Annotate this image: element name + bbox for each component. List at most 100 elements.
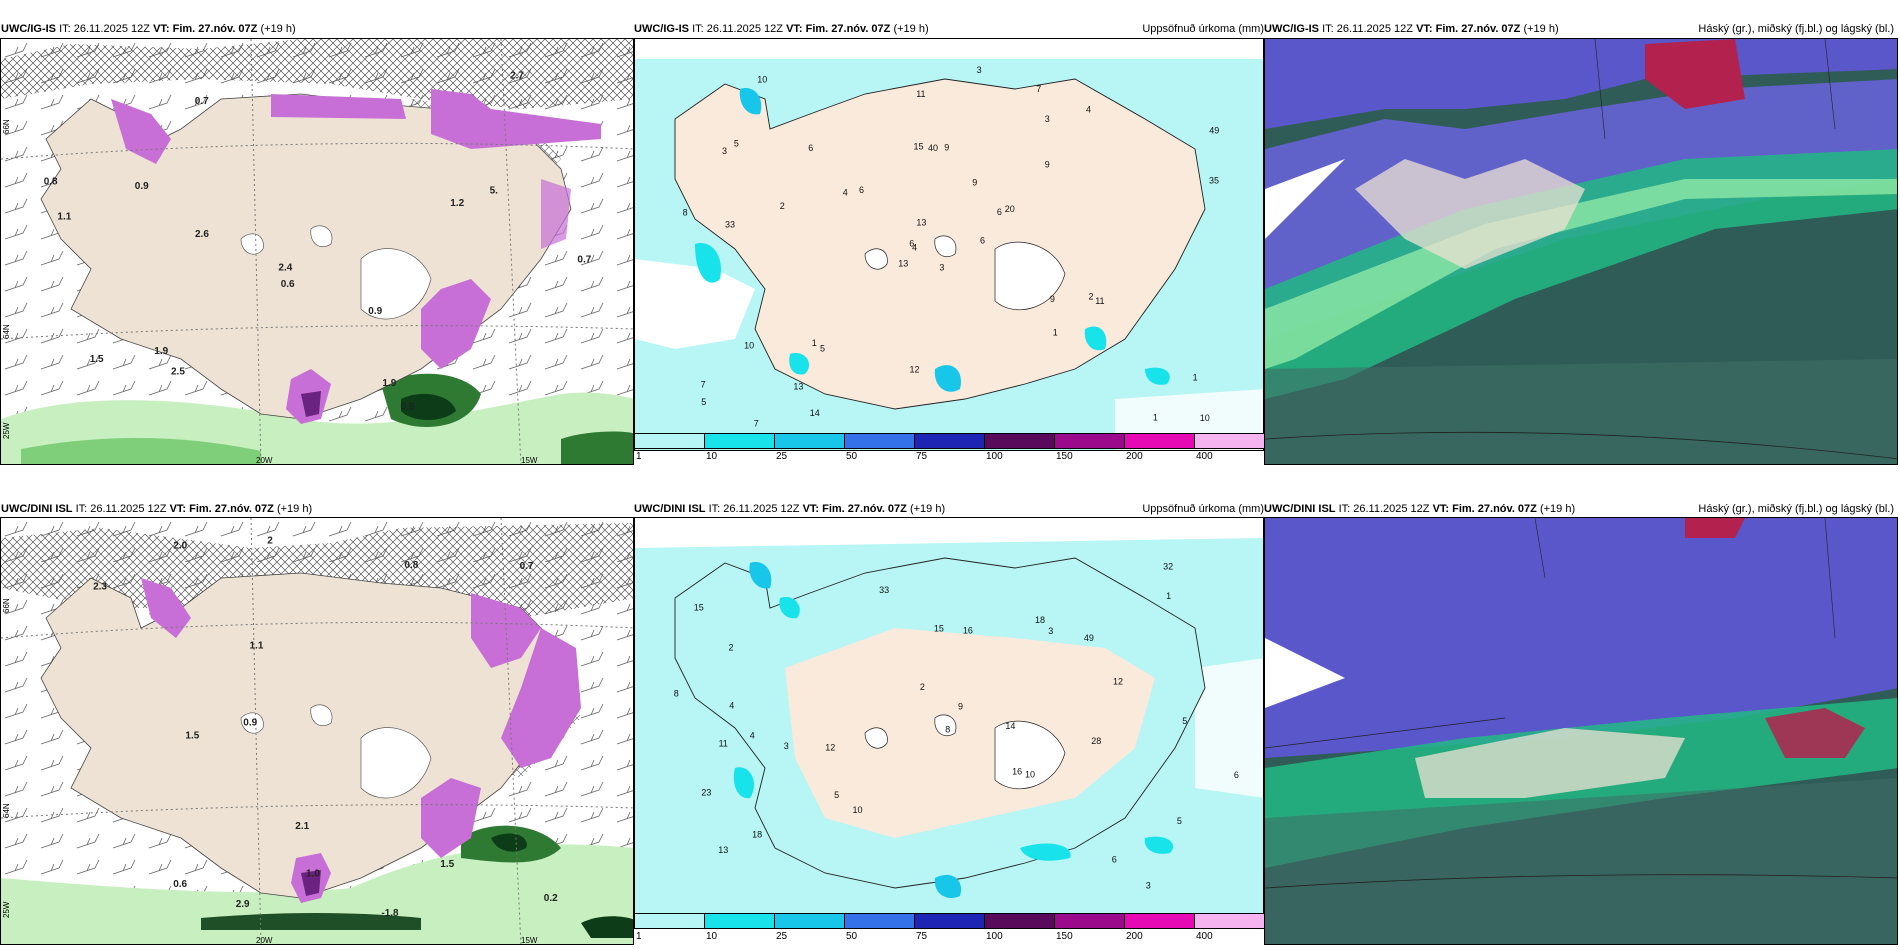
vt-label: VT:: [786, 23, 803, 35]
value-label: 8: [683, 208, 688, 218]
value-label: 5: [820, 344, 825, 354]
value-label: 4: [1086, 105, 1091, 115]
colorbar-swatch: [984, 433, 1055, 449]
value-label: 1: [1153, 412, 1158, 422]
colorbar-tick-label: 100: [986, 451, 1003, 462]
value-label: 15: [934, 623, 944, 633]
value-label: 9: [1050, 294, 1055, 304]
value-label: 32: [1163, 562, 1173, 572]
value-label: 5: [1182, 716, 1187, 726]
value-label: 1.2: [450, 198, 464, 209]
value-label: 1.5: [440, 859, 454, 870]
value-label: 3: [1045, 114, 1050, 124]
panel-5-title: UWC/DINI ISL IT: 26.11.2025 12Z VT: Fim.…: [634, 500, 1264, 518]
value-label: 0.8: [44, 177, 58, 188]
colorbar-segments: [634, 433, 1265, 449]
value-label: 9: [944, 143, 949, 153]
colorbar-swatch: [1194, 913, 1265, 929]
value-label: 4: [750, 730, 755, 740]
vt-value: Fim. 27.nóv. 07Z: [822, 503, 907, 515]
temperature-wind-map-1: 0.9 0.7 1.9 0.9 5. 1.9 0.7 2.6 0.6 2.5 1.5 0.8 2.4 0.…: [0, 38, 634, 465]
value-label: 7: [754, 419, 759, 429]
colorbar-swatch: [844, 913, 915, 929]
colorbar-swatch: [914, 433, 985, 449]
model-name: UWC/IG-IS: [1, 23, 56, 35]
it-value: 26.11.2025 12Z: [723, 503, 800, 515]
value-label: 3: [939, 262, 944, 272]
value-label: 2: [1089, 292, 1094, 302]
vt-value: Fim. 27.nóv. 07Z: [1452, 503, 1537, 515]
colorbar-swatch: [1194, 433, 1265, 449]
colorbar-tick-label: 150: [1056, 931, 1073, 942]
vt-value: Fim. 27.nóv. 07Z: [172, 23, 258, 35]
colorbar-tick-label: 200: [1126, 931, 1143, 942]
model-name: UWC/IG-IS: [1264, 23, 1319, 35]
cloud-cover-map-2: [1264, 517, 1898, 945]
value-label: 16: [963, 626, 973, 636]
colorbar-tick-label: 150: [1056, 451, 1073, 462]
panel-3-title: UWC/IG-IS IT: 26.11.2025 12Z VT: Fim. 27…: [1264, 20, 1898, 38]
value-label: 0.2: [544, 893, 558, 904]
colorbar-swatch: [914, 913, 985, 929]
value-label: 14: [810, 408, 820, 418]
value-label: 1: [812, 338, 817, 348]
cloud-title: Háský (gr.), miðský (fj.bl.) og lágský (…: [1698, 23, 1894, 35]
it-label: IT:: [708, 503, 721, 515]
value-label: 49: [1209, 126, 1219, 136]
lat-label: 66N: [2, 598, 11, 613]
value-label: 4: [729, 700, 734, 710]
colorbar-swatch: [1124, 433, 1195, 449]
value-label: 2.1: [295, 821, 309, 832]
value-label: 15: [694, 603, 704, 613]
vt-label: VT:: [153, 23, 170, 35]
value-label: 7: [701, 379, 706, 389]
lat-label: 25W: [2, 422, 11, 439]
value-label: 13: [793, 381, 803, 391]
colorbar-tick-label: 1: [636, 931, 642, 942]
value-label: 12: [825, 742, 835, 752]
value-label: 40: [928, 143, 938, 153]
vt-value: Fim. 27.nóv. 07Z: [189, 503, 274, 515]
precipitation-map-2: 3 4 16 15 5 2 18 12 49 15 3 6 10 33 14 23 28 9 8 13 32 16 12 6 5…: [634, 517, 1264, 914]
value-label: 9: [1045, 159, 1050, 169]
value-label: 9: [958, 702, 963, 712]
colorbar-tick-label: 1: [636, 451, 642, 462]
model-name: UWC/DINI ISL: [1, 503, 73, 515]
lat-label: 64N: [2, 803, 11, 818]
lead-time: (+19 h): [909, 503, 946, 515]
colorbar-tick-label: 25: [776, 451, 788, 462]
value-label: 13: [718, 845, 728, 855]
value-label: 10: [853, 805, 863, 815]
value-label: 20: [1005, 204, 1015, 214]
model-name: UWC/DINI ISL: [634, 503, 706, 515]
value-label: 3: [977, 65, 982, 75]
value-label: 5: [1177, 816, 1182, 826]
colorbar-swatch: [704, 433, 775, 449]
lon-label: 15W: [521, 936, 538, 945]
cloud-cover-map-1: [1264, 38, 1898, 465]
value-label: 9: [972, 178, 977, 188]
value-label: 2: [729, 643, 734, 653]
value-label: 1.5: [185, 730, 199, 741]
colorbar-tick-label: 200: [1126, 451, 1143, 462]
precip-title: Uppsöfnuð úrkoma (mm): [1142, 503, 1264, 515]
vt-value: Fim. 27.nóv. 07Z: [805, 23, 891, 35]
vt-label: VT:: [1416, 23, 1433, 35]
value-label: 3: [1048, 626, 1053, 636]
value-label: 14: [1005, 721, 1015, 731]
value-label: 35: [1209, 176, 1219, 186]
lead-time: (+19 h): [1523, 23, 1559, 35]
it-value: 26.11.2025 12Z: [73, 23, 150, 35]
colorbar-2: 1 10 25 50 75 100 150 200 400: [634, 913, 1265, 943]
temperature-wind-map-2: 2.9 -1.8 0.6 1.5 2.0 2.3 1.5 0.2 2 1.1 0.7 1.0 0.9 2.…: [0, 517, 634, 945]
value-label: 7: [1036, 84, 1041, 94]
value-label: 11: [719, 739, 728, 749]
value-label: 3: [784, 741, 789, 751]
value-label: 6: [909, 238, 914, 248]
value-label: 49: [1084, 633, 1094, 643]
value-label: 33: [725, 220, 735, 230]
panel-2-title: UWC/IG-IS IT: 26.11.2025 12Z VT: Fim. 27…: [634, 20, 1264, 38]
value-label: 2.6: [195, 229, 209, 240]
value-label: 2: [780, 201, 785, 211]
it-value: 26.11.2025 12Z: [1353, 503, 1430, 515]
